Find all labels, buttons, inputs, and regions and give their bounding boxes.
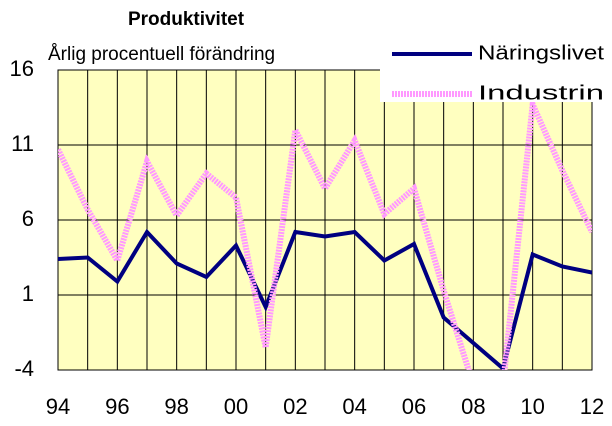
y-tick-label: 11	[11, 131, 34, 156]
y-tick-label: 6	[22, 206, 34, 231]
y-tick-label: -4	[14, 356, 34, 381]
legend-label: Näringslivet	[478, 42, 605, 64]
x-tick-label: 08	[461, 394, 485, 419]
y-tick-label: 1	[22, 281, 34, 306]
x-tick-label: 02	[283, 394, 307, 419]
x-tick-label: 98	[164, 394, 188, 419]
plot-lines	[58, 93, 592, 370]
x-tick-label: 00	[224, 394, 248, 419]
legend-box	[380, 40, 612, 102]
chart-title: Produktivitet	[128, 9, 245, 30]
x-tick-label: 10	[520, 394, 544, 419]
x-tick-label: 94	[46, 394, 70, 419]
series-line	[58, 228, 592, 370]
series-line	[58, 93, 592, 370]
x-tick-label: 06	[402, 394, 426, 419]
y-tick-label: 16	[10, 56, 34, 81]
x-tick-label: 12	[580, 394, 604, 419]
x-tick-label: 96	[105, 394, 129, 419]
chart-subtitle: Årlig procentuell förändring	[48, 44, 275, 65]
x-tick-label: 04	[342, 394, 366, 419]
legend-label: Industrin	[478, 82, 604, 104]
